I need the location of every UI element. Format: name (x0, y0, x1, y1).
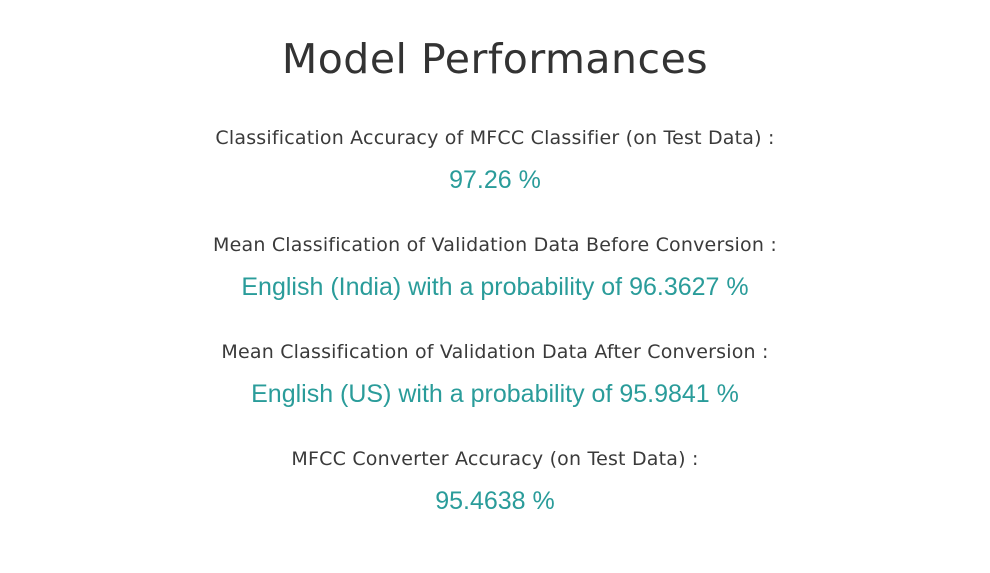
page-title: Model Performances (281, 35, 709, 83)
after-conversion-label: Mean Classification of Validation Data A… (221, 341, 769, 363)
converter-accuracy-value: 95.4638 % (435, 487, 555, 515)
converter-accuracy-label: MFCC Converter Accuracy (on Test Data) : (291, 448, 699, 470)
classifier-accuracy-value: 97.26 % (449, 166, 541, 194)
before-conversion-label: Mean Classification of Validation Data B… (213, 234, 777, 256)
classifier-accuracy-label: Classification Accuracy of MFCC Classifi… (215, 127, 775, 149)
before-conversion-value: English (India) with a probability of 96… (241, 273, 749, 301)
after-conversion-value: English (US) with a probability of 95.98… (251, 380, 739, 408)
